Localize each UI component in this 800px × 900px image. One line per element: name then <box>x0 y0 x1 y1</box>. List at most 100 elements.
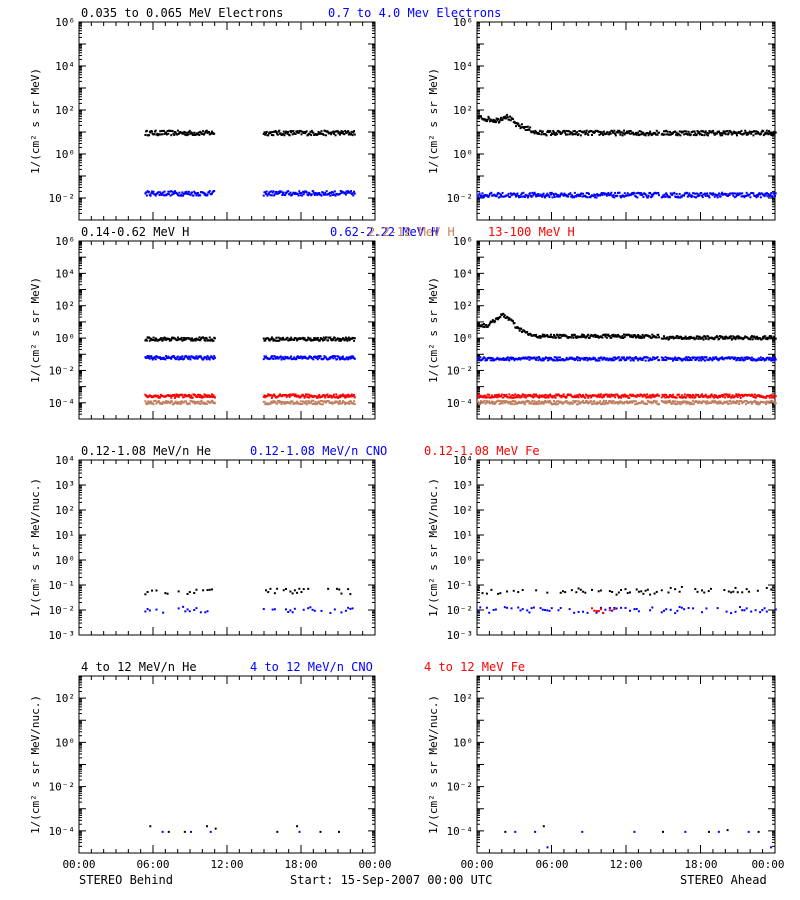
data-point <box>340 592 343 595</box>
data-point <box>338 396 341 399</box>
data-point <box>186 131 189 134</box>
data-point <box>639 193 642 196</box>
data-point <box>683 357 686 360</box>
data-point <box>619 195 622 198</box>
data-point <box>643 356 646 359</box>
data-point <box>336 395 339 398</box>
data-point <box>278 339 281 342</box>
data-point <box>531 399 534 402</box>
data-point <box>341 400 344 403</box>
data-point <box>287 190 290 193</box>
data-point <box>190 339 193 342</box>
data-point <box>522 400 525 403</box>
data-point <box>310 401 313 404</box>
y-axis-label: 1/(cm² s sr MeV) <box>29 68 42 174</box>
data-point <box>344 193 347 196</box>
data-point <box>302 394 305 397</box>
data-point <box>555 131 558 134</box>
data-point <box>312 339 315 342</box>
data-point <box>191 355 194 358</box>
data-point <box>147 357 150 360</box>
data-point <box>655 401 658 404</box>
data-series <box>144 605 354 614</box>
data-point <box>312 358 315 361</box>
data-point <box>300 395 303 398</box>
data-point <box>300 192 303 195</box>
data-point <box>712 193 715 196</box>
data-point <box>623 402 626 405</box>
data-point <box>641 333 644 336</box>
data-point <box>484 396 487 399</box>
data-point <box>614 132 617 135</box>
data-point <box>495 393 498 396</box>
data-point <box>352 402 355 405</box>
data-point <box>497 393 500 396</box>
data-point <box>686 195 689 198</box>
data-point <box>179 338 182 341</box>
data-point <box>289 130 292 133</box>
data-point <box>213 132 216 135</box>
data-point <box>716 336 719 339</box>
data-point <box>291 611 294 614</box>
data-point <box>733 192 736 195</box>
data-point <box>759 356 762 359</box>
data-point <box>192 194 195 197</box>
data-point <box>561 402 564 405</box>
data-point <box>148 336 151 339</box>
data-point <box>341 130 344 133</box>
data-point <box>190 394 193 397</box>
data-series <box>477 113 777 137</box>
data-point <box>482 196 485 199</box>
data-point <box>500 402 503 405</box>
data-point <box>285 130 288 133</box>
data-point <box>155 608 158 611</box>
data-point <box>749 357 752 360</box>
data-point <box>478 192 481 195</box>
data-point <box>346 339 349 342</box>
data-point <box>638 335 641 338</box>
data-point <box>330 396 333 399</box>
data-point <box>159 191 162 194</box>
data-point <box>665 193 668 196</box>
data-point <box>280 403 283 406</box>
data-point <box>626 130 628 133</box>
data-point <box>282 130 285 133</box>
data-point <box>517 122 520 125</box>
y-tick-label: 10⁻² <box>447 364 474 377</box>
data-point <box>158 194 161 197</box>
data-point <box>193 592 196 595</box>
data-point <box>684 132 687 135</box>
data-point <box>617 396 620 399</box>
data-point <box>665 133 668 136</box>
data-point <box>509 318 512 321</box>
data-point <box>652 356 655 359</box>
data-point <box>750 132 753 135</box>
data-point <box>555 393 558 396</box>
data-point <box>523 125 526 128</box>
data-point <box>325 336 328 339</box>
data-point <box>182 194 185 197</box>
data-point <box>481 192 484 195</box>
data-point <box>754 337 757 340</box>
data-point <box>567 130 570 133</box>
data-point <box>341 393 344 396</box>
data-point <box>331 193 334 196</box>
data-point <box>700 191 703 194</box>
data-point <box>664 396 667 399</box>
data-point <box>164 358 167 361</box>
data-point <box>291 592 294 595</box>
data-point <box>749 196 752 199</box>
data-point <box>643 133 646 136</box>
data-point <box>665 192 668 195</box>
data-point <box>534 357 537 360</box>
data-point <box>165 133 168 136</box>
data-point <box>769 132 772 135</box>
data-point <box>582 333 585 336</box>
data-point <box>697 393 700 396</box>
data-point <box>554 133 557 136</box>
data-point <box>529 192 532 195</box>
data-point <box>345 338 348 341</box>
data-point <box>631 401 634 404</box>
data-point <box>573 401 576 404</box>
data-point <box>739 359 742 362</box>
